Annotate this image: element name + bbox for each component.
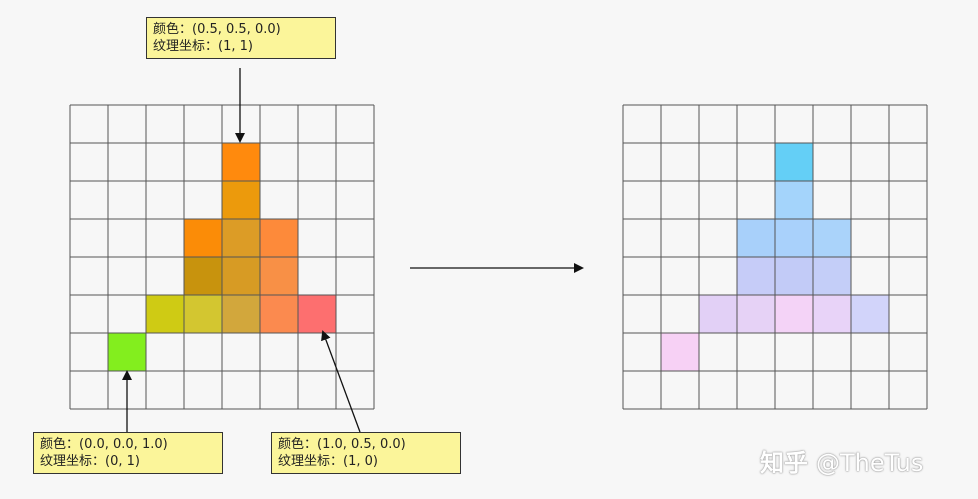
- left-fragment-r4-c4: [222, 257, 260, 295]
- zhihu-logo: 知乎: [760, 449, 808, 477]
- top-callout-texcoord: 纹理坐标：(1, 1): [153, 39, 253, 54]
- right-fragment-r5-c3: [737, 295, 775, 333]
- left-pixel-grid: [69, 104, 375, 410]
- right-fragment-r4-c3: [737, 257, 775, 295]
- left-fragment-r4-c5: [260, 257, 298, 295]
- bottom-left-callout-texcoord: 纹理坐标：(0, 1): [40, 454, 140, 469]
- bottom-right-callout: 颜色：(1.0, 0.5, 0.0) 纹理坐标：(1, 0): [271, 432, 461, 474]
- right-fragment-r5-c6: [851, 295, 889, 333]
- left-fragment-r5-c4: [222, 295, 260, 333]
- right-fragment-r3-c4: [775, 219, 813, 257]
- right-fragment-r4-c5: [813, 257, 851, 295]
- left-fragment-r3-c5: [260, 219, 298, 257]
- bottom-left-callout-color: 颜色：(0.0, 0.0, 1.0): [40, 437, 168, 452]
- top-callout-color: 颜色：(0.5, 0.5, 0.0): [153, 22, 281, 37]
- left-fragment-r2-c4: [222, 181, 260, 219]
- right-fragment-r3-c5: [813, 219, 851, 257]
- top-callout: 颜色：(0.5, 0.5, 0.0) 纹理坐标：(1, 1): [146, 17, 336, 59]
- bottom-left-callout: 颜色：(0.0, 0.0, 1.0) 纹理坐标：(0, 1): [33, 432, 223, 474]
- watermark-handle: @TheTus: [816, 449, 924, 477]
- left-fragment-r5-c5: [260, 295, 298, 333]
- bottom-right-callout-color: 颜色：(1.0, 0.5, 0.0): [278, 437, 406, 452]
- right-fragment-r3-c3: [737, 219, 775, 257]
- right-fragment-r5-c2: [699, 295, 737, 333]
- left-fragment-r1-c4: [222, 143, 260, 181]
- right-fragment-r5-c5: [813, 295, 851, 333]
- right-fragment-r4-c4: [775, 257, 813, 295]
- left-fragment-r4-c3: [184, 257, 222, 295]
- right-pixel-grid: [622, 104, 928, 410]
- right-fragment-r6-c1: [661, 333, 699, 371]
- left-fragment-r5-c2: [146, 295, 184, 333]
- left-fragment-r5-c6: [298, 295, 336, 333]
- bottom-right-callout-arrow: [321, 330, 361, 433]
- left-fragment-r3-c4: [222, 219, 260, 257]
- left-fragment-r3-c3: [184, 219, 222, 257]
- watermark: 知乎 @TheTus: [760, 443, 923, 478]
- bottom-right-callout-texcoord: 纹理坐标：(1, 0): [278, 454, 378, 469]
- left-fragment-r6-c1: [108, 333, 146, 371]
- right-fragment-r2-c4: [775, 181, 813, 219]
- right-fragment-r5-c4: [775, 295, 813, 333]
- left-fragment-r5-c3: [184, 295, 222, 333]
- right-fragment-r1-c4: [775, 143, 813, 181]
